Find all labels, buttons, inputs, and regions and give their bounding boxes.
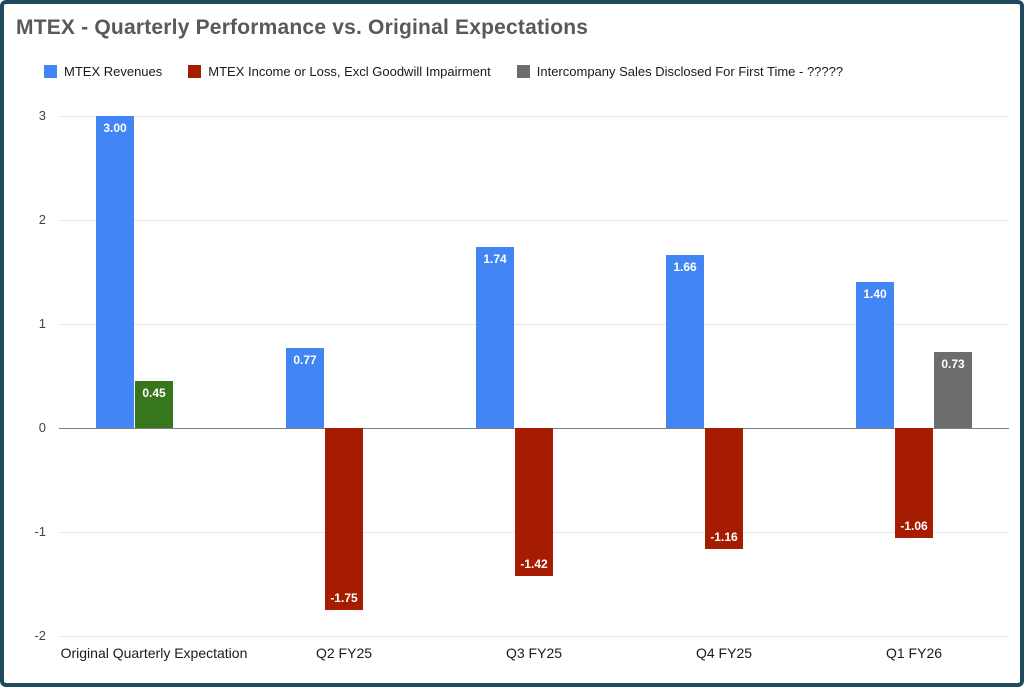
bar-value-label: -1.75: [330, 591, 358, 605]
legend-item[interactable]: MTEX Revenues: [44, 64, 162, 79]
x-axis-category-label: Q2 FY25: [315, 645, 373, 661]
legend-color-swatch-icon: [44, 65, 57, 78]
bar-revenues[interactable]: [476, 247, 514, 428]
bar-value-label: -1.42: [520, 556, 548, 571]
chart-title: MTEX - Quarterly Performance vs. Origina…: [16, 16, 589, 39]
bar-value-label: 1.40: [863, 287, 887, 302]
bar-chart-plot-area: 3 2 1 0 -1 -2 Original Quarterly Expectation 3.…: [4, 4, 1020, 683]
y-axis-tick-label: 0: [38, 420, 46, 435]
bar-value-label: 3.00: [103, 121, 127, 135]
bar-income[interactable]: [135, 381, 173, 428]
legend-color-swatch-icon: [188, 65, 202, 78]
x-axis-category-label: Q4 FY25: [695, 645, 753, 661]
legend-item[interactable]: Intercompany Sales Disclosed For First T…: [516, 64, 844, 79]
legend-item-label: Intercompany Sales Disclosed For First T…: [536, 64, 844, 79]
bar-revenues[interactable]: [96, 116, 134, 428]
bar-value-label: 0.45: [142, 386, 166, 401]
bar-value-label: 0.77: [293, 352, 317, 367]
y-axis-tick-label: -1: [34, 524, 46, 539]
bar-value-label: 1.66: [673, 260, 697, 275]
x-axis-category-label: Original Quarterly Expectation: [60, 645, 248, 661]
legend-item-label: MTEX Revenues: [64, 64, 163, 79]
gridline: [59, 636, 1009, 637]
bar-income[interactable]: [515, 428, 553, 576]
legend-item-label: MTEX Income or Loss, Excl Goodwill Impai…: [208, 64, 491, 79]
bar-value-label: -1.06: [900, 519, 928, 534]
legend-color-swatch-icon: [516, 65, 530, 78]
bar-income[interactable]: [705, 428, 743, 549]
x-axis-category-label: Q3 FY25: [505, 645, 563, 661]
y-axis-tick-label: -2: [34, 628, 46, 643]
bar-revenues[interactable]: [666, 255, 704, 428]
bar-intercompany[interactable]: [934, 352, 972, 428]
bar-value-label: 1.74: [483, 252, 507, 267]
bar-revenues[interactable]: [286, 347, 324, 428]
gridline: [59, 220, 1009, 221]
y-axis-tick-label: 2: [38, 212, 46, 227]
y-axis-tick-label: 3: [38, 108, 46, 123]
bar-revenues[interactable]: [856, 282, 894, 428]
bar-value-label: -1.16: [710, 529, 738, 544]
x-axis-category-label: Q1 FY26: [885, 645, 943, 661]
y-axis-tick-label: 1: [38, 316, 46, 331]
legend: MTEX Revenues MTEX Income or Loss, Excl G…: [44, 64, 843, 79]
bar-income[interactable]: [895, 428, 933, 539]
gridline: [59, 324, 1009, 325]
bar-income[interactable]: [325, 428, 363, 610]
legend-item[interactable]: MTEX Income or Loss, Excl Goodwill Impai…: [188, 64, 491, 79]
bar-value-label: 0.73: [941, 357, 965, 372]
gridline: [59, 116, 1009, 117]
